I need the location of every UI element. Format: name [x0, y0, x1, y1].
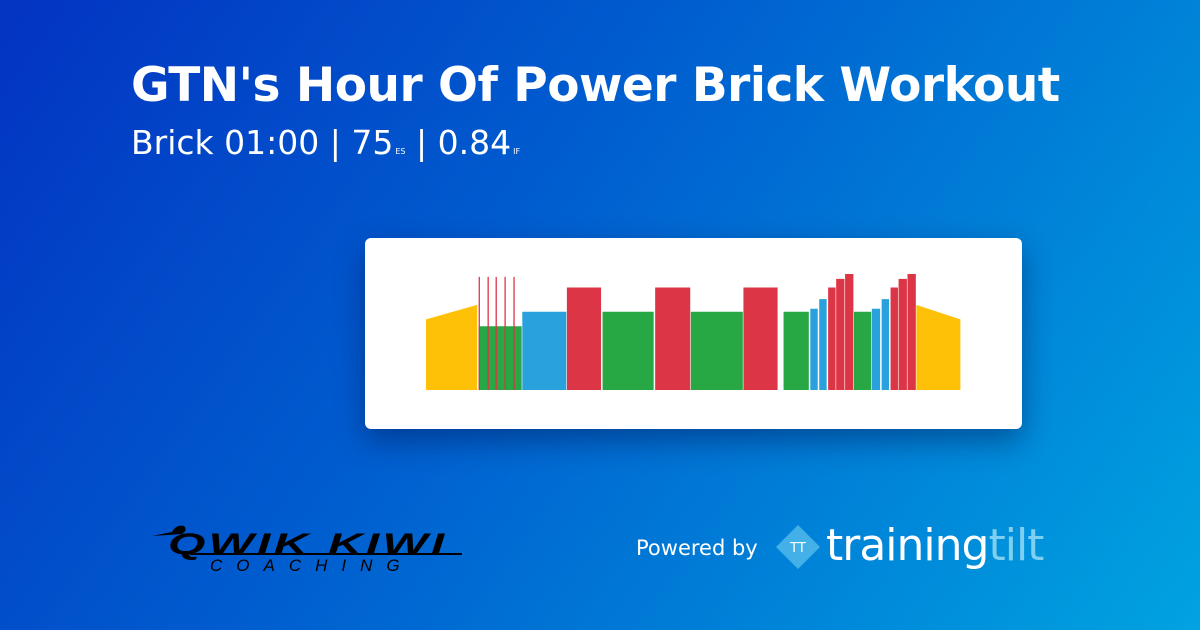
segment-bar-tempo: [881, 299, 890, 390]
logo-divider: [190, 553, 462, 555]
if-value: 0.84: [437, 123, 512, 162]
segment-bar-threshold: [836, 278, 845, 390]
segment-bar-endurance: [478, 326, 522, 390]
workout-type: Brick: [131, 123, 214, 162]
segment-bar-threshold: [890, 287, 898, 390]
qwik-kiwi-logo: QWIK KIWI COACHING: [150, 522, 465, 580]
segment-bar-tempo: [522, 311, 567, 390]
brand-word-a: training: [826, 520, 989, 571]
segment-bar-tempo: [871, 308, 881, 390]
segment-bar-tempo: [819, 299, 827, 390]
segment-bar-threshold: [743, 287, 778, 390]
workout-chart-card: [365, 238, 1022, 429]
logo-main-text: QWIK KIWI: [168, 528, 448, 561]
trainingtilt-diamond-icon: TT: [776, 525, 820, 569]
segment-bar-threshold: [655, 287, 691, 390]
separator: |: [416, 123, 428, 162]
segment-bar-threshold: [828, 287, 836, 390]
workout-summary: Brick 01:00 | 75 ES | 0.84 IF: [131, 123, 520, 162]
workout-duration: 01:00: [224, 123, 320, 162]
icon-text: TT: [789, 541, 806, 556]
segment-bar-warmup: [426, 304, 478, 390]
segment-bar-endurance: [602, 311, 654, 390]
sprint-spike-bar: [487, 276, 489, 390]
sprint-spike-bar: [504, 276, 506, 390]
brand-word-b: tilt: [988, 520, 1044, 571]
trainingtilt-logo: trainingtilt: [826, 520, 1044, 571]
logo-sub-text: COACHING: [210, 556, 414, 575]
sprint-spike-bar: [513, 276, 515, 390]
segment-bar-warmup: [916, 304, 961, 390]
es-value: 75: [351, 123, 394, 162]
segment-bar-endurance: [690, 311, 743, 390]
es-label: ES: [395, 147, 406, 156]
segment-bar-threshold: [907, 274, 916, 390]
sprint-spike-bar: [478, 276, 480, 390]
segment-bar-threshold: [845, 274, 854, 390]
segment-bar-threshold: [898, 278, 907, 390]
segment-bar-endurance: [783, 311, 809, 390]
segment-bar-tempo: [810, 308, 818, 390]
workout-title: GTN's Hour Of Power Brick Workout: [131, 58, 1060, 113]
kiwi-bird-icon: [152, 525, 186, 536]
sprint-spike-bar: [495, 276, 497, 390]
if-label: IF: [513, 147, 521, 156]
separator: |: [329, 123, 341, 162]
powered-by-label: Powered by: [636, 536, 758, 560]
workout-profile-chart: [426, 274, 961, 390]
segment-bar-threshold: [566, 287, 602, 390]
segment-bar-endurance: [854, 311, 872, 390]
